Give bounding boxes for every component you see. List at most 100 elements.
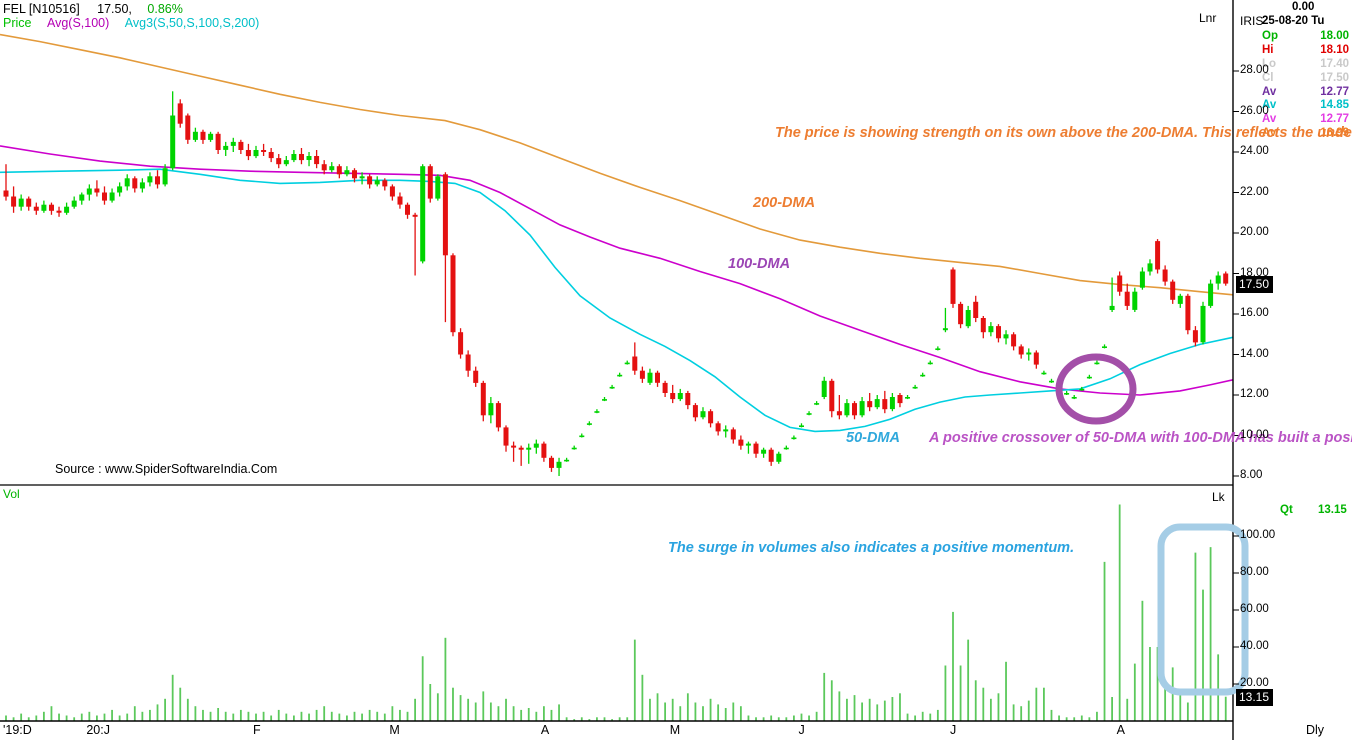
candle-body <box>1155 241 1161 270</box>
periodicity-label[interactable]: Dly <box>1306 723 1325 737</box>
candle-body <box>905 397 910 399</box>
candle-body <box>321 164 327 171</box>
candle-body <box>192 131 198 140</box>
quote-field-value: 17.40 <box>1320 57 1349 70</box>
candle-body <box>1109 305 1115 310</box>
quote-date: 25-08-20 Tu <box>1262 15 1325 27</box>
candle-body <box>86 188 92 195</box>
quote-panel: Op 18.00 Hi 18.10 Lo 17.40 Cl 17.50 Av 12.77 Av 14.… <box>1262 30 1349 141</box>
series-price-label: Price <box>3 16 32 30</box>
header-line2: Price Avg(S,100) Avg3(S,50,S,100,S,200) <box>3 16 259 30</box>
quote-field-label: Hi <box>1262 43 1274 56</box>
candle-body <box>170 115 176 169</box>
price-tick-label: 14.00 <box>1240 347 1269 360</box>
source-credit: Source : www.SpiderSoftwareIndia.Com <box>55 462 278 476</box>
price-tick-label: 10.00 <box>1240 428 1269 441</box>
candle-body <box>367 176 373 185</box>
candle-body <box>473 370 479 383</box>
candle-body <box>359 176 365 179</box>
scale-mode-label[interactable]: Lnr <box>1199 11 1217 25</box>
dma200-line <box>0 33 1234 296</box>
candle-body <box>268 152 274 159</box>
price-tick-label: 8.00 <box>1240 469 1263 481</box>
quote-row-av: Av 16.99 <box>1262 127 1349 141</box>
candle-body <box>1033 352 1039 365</box>
quote-field-label: Av <box>1262 85 1277 98</box>
candle-body <box>299 154 304 161</box>
candle-body <box>844 403 850 416</box>
candle-body <box>185 115 191 140</box>
candle-body <box>109 192 115 201</box>
series-avg3-label: Avg3(S,50,S,100,S,200) <box>124 16 260 30</box>
candle-body <box>405 204 410 215</box>
candle-body <box>761 449 767 454</box>
candle-body <box>799 425 804 427</box>
volume-tick-label: 40.00 <box>1240 640 1269 652</box>
lock-scale-label[interactable]: Lk <box>1212 490 1225 504</box>
candle-body <box>314 156 320 165</box>
candle-body <box>1208 283 1214 306</box>
volume-tick-label: 80.00 <box>1240 566 1269 578</box>
candle-body <box>526 447 532 450</box>
last-price-axis-badge: 17.50 <box>1236 276 1274 293</box>
month-label: F <box>253 723 261 737</box>
candle-body <box>41 204 47 211</box>
candle-body <box>829 380 835 412</box>
candle-body <box>64 206 70 213</box>
candle-body <box>768 449 774 462</box>
quote-row-av: Av 12.77 <box>1262 86 1349 100</box>
candle-body <box>177 103 183 124</box>
candle-body <box>18 198 24 207</box>
candle-body <box>753 443 759 454</box>
candle-body <box>973 301 979 318</box>
candle-body <box>329 166 335 171</box>
candle-body <box>715 423 721 432</box>
candle-body <box>1011 334 1017 347</box>
dma100-line <box>0 145 1234 396</box>
candle-body <box>1139 271 1145 288</box>
quote-field-label: Av <box>1262 113 1277 126</box>
quote-field-label: Cl <box>1262 71 1274 84</box>
candle-body <box>71 200 77 207</box>
candle-body <box>352 170 357 179</box>
candle-body <box>79 194 85 201</box>
candle-body <box>1086 376 1092 379</box>
symbol-label: FEL [N10516] <box>3 2 80 16</box>
candle-body <box>571 447 577 450</box>
quote-field-value: 14.85 <box>1320 99 1349 112</box>
candle-body <box>26 198 32 207</box>
candle-body <box>541 443 547 458</box>
candle-body <box>821 380 827 397</box>
quote-row-hi: Hi 18.10 <box>1262 44 1349 58</box>
candle-body <box>776 453 782 462</box>
candle-body <box>655 372 660 383</box>
candle-body <box>382 180 388 187</box>
candle-body <box>958 303 964 325</box>
candle-body <box>1124 291 1130 306</box>
candle-body <box>738 439 744 446</box>
month-label: A <box>1116 723 1126 737</box>
quote-field-label: Av <box>1262 99 1277 112</box>
quote-field-value: 18.10 <box>1320 43 1349 56</box>
candle-body <box>533 443 539 448</box>
candle-body <box>488 403 494 416</box>
candle-body <box>586 423 592 425</box>
candle-body <box>1003 334 1009 339</box>
candle-body <box>783 447 789 450</box>
candle-body <box>223 145 229 150</box>
crossover-highlight-circle <box>1055 353 1137 425</box>
candle-body <box>124 178 130 187</box>
change-percent: 0.86% <box>147 2 183 16</box>
candle-body <box>450 255 456 333</box>
candle-body <box>102 192 107 201</box>
candle-body <box>662 382 668 393</box>
candle-body <box>988 326 994 333</box>
candle-body <box>1102 346 1107 348</box>
candle-body <box>617 374 623 377</box>
panel-symbol-label: IRIS <box>1240 14 1264 28</box>
dma50-line <box>0 168 1234 433</box>
qt-row: Qt 13.15 <box>1280 504 1347 516</box>
candle-body <box>1049 380 1054 383</box>
candle-body <box>306 156 312 160</box>
